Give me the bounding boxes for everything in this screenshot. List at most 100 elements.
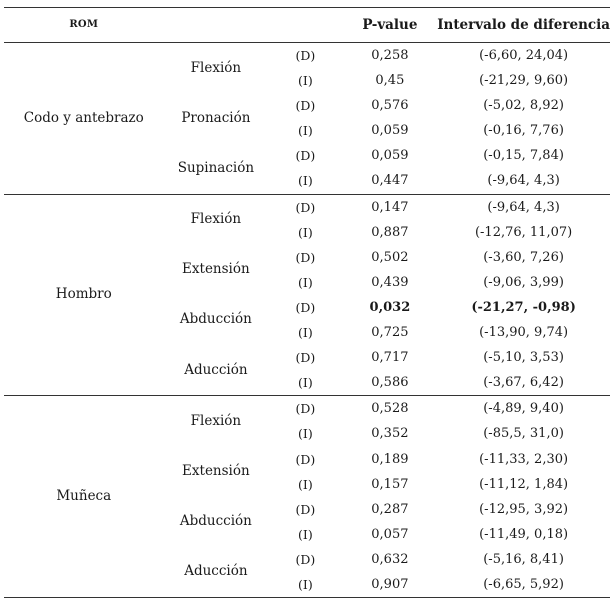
table-body: Codo y antebrazo Flexión (D) 0,258 (-6,60, 2… xyxy=(4,43,610,598)
movement-label: Extensión xyxy=(182,261,250,278)
interval-cell: (-9,64, 4,3) xyxy=(487,173,560,189)
interval-cell: (-3,60, 7,26) xyxy=(483,249,564,265)
table-row: (I) 0,157 (-11,12, 1,84) xyxy=(4,472,610,497)
interval-cell: (-13,90, 9,74) xyxy=(479,325,569,341)
p-value-cell: 0,586 xyxy=(371,375,409,391)
table-row: Aducción (D) 0,717 (-5,10, 3,53) xyxy=(4,345,610,378)
side-cell: (D) xyxy=(295,98,316,114)
p-value-cell: 0,528 xyxy=(371,401,409,417)
p-value-cell: 0,717 xyxy=(371,350,409,366)
interval-cell: (-12,76, 11,07) xyxy=(474,224,573,240)
region-label: Hombro xyxy=(55,286,112,303)
p-value-cell: 0,439 xyxy=(371,274,409,290)
movement-label: Aducción xyxy=(184,563,248,580)
table-row: (I) 0,586 (-3,67, 6,42) xyxy=(4,370,610,396)
p-value-cell: 0,258 xyxy=(371,48,409,63)
side-cell: (I) xyxy=(298,426,313,442)
interval-cell: (-6,60, 24,04) xyxy=(479,48,569,63)
header-movement xyxy=(164,8,269,43)
interval-cell: (-6,65, 5,92) xyxy=(483,576,564,592)
side-cell: (D) xyxy=(295,299,316,315)
table-row: Muñeca Flexión (D) 0,528 (-4,89, 9,40) xyxy=(4,396,610,504)
side-cell: (D) xyxy=(295,48,316,63)
table-row: Hombro Flexión (D) 0,147 (-9,64, 4,3) xyxy=(4,194,610,303)
header-interval: Intervalo de diferencia xyxy=(437,17,610,33)
interval-cell: (-9,06, 3,99) xyxy=(483,274,564,290)
side-cell: (I) xyxy=(298,123,313,139)
interval-cell: (-3,67, 6,42) xyxy=(483,375,564,391)
side-cell: (D) xyxy=(295,249,316,265)
table-row: Abducción (D) 0,032 (-21,27, -0,98) xyxy=(4,295,610,328)
side-cell: (I) xyxy=(298,274,313,290)
interval-cell: (-11,49, 0,18) xyxy=(479,526,569,542)
movement-label: Abducción xyxy=(179,513,252,530)
p-value-cell: 0,576 xyxy=(371,98,409,114)
side-cell: (D) xyxy=(295,199,316,215)
side-cell: (D) xyxy=(295,501,316,517)
p-value-cell: 0,447 xyxy=(371,173,409,189)
header-p-value: P-value xyxy=(362,17,418,33)
table-row: (I) 0,447 (-9,64, 4,3) xyxy=(4,168,610,195)
interval-cell: (-85,5, 31,0) xyxy=(483,426,564,442)
table-row: Codo y antebrazo Flexión (D) 0,258 (-6,60, 2… xyxy=(4,43,610,126)
p-value-cell: 0,352 xyxy=(371,426,409,442)
table-header-row: ROM P-value Intervalo de diferencia xyxy=(4,7,610,43)
side-cell: (D) xyxy=(295,148,316,164)
table-row: (I) 0,887 (-12,76, 11,07) xyxy=(4,220,610,245)
table-row: (I) 0,45 (-21,29, 9,60) xyxy=(4,68,610,93)
rom-results-table: ROM P-value Intervalo de diferencia Codo… xyxy=(4,7,610,598)
side-cell: (I) xyxy=(298,173,313,189)
p-value-cell: 0,287 xyxy=(371,501,409,517)
interval-cell: (-9,64, 4,3) xyxy=(487,199,560,215)
side-cell: (I) xyxy=(298,576,313,592)
movement-label: Aducción xyxy=(184,361,248,378)
region-label: Muñeca xyxy=(56,488,112,505)
region-label: Codo y antebrazo xyxy=(23,109,144,126)
movement-label: Abducción xyxy=(179,311,252,328)
p-value-cell: 0,632 xyxy=(371,551,409,567)
interval-cell: (-5,10, 3,53) xyxy=(483,350,564,366)
header-side xyxy=(268,8,342,43)
interval-cell: (-21,29, 9,60) xyxy=(479,73,569,89)
interval-cell: (-0,15, 7,84) xyxy=(483,148,564,164)
movement-label: Pronación xyxy=(181,109,251,126)
p-value-cell: 0,887 xyxy=(371,224,409,240)
table-row: (I) 0,352 (-85,5, 31,0) xyxy=(4,421,610,446)
p-value-cell: 0,189 xyxy=(371,451,409,467)
table-row: Extensión (D) 0,502 (-3,60, 7,26) xyxy=(4,245,610,278)
p-value-cell: 0,502 xyxy=(371,249,409,265)
movement-label: Flexión xyxy=(190,59,242,76)
interval-cell: (-5,16, 8,41) xyxy=(483,551,564,567)
p-value-cell: 0,032 xyxy=(369,299,411,315)
side-cell: (I) xyxy=(298,476,313,492)
p-value-cell: 0,059 xyxy=(371,123,409,139)
p-value-cell: 0,057 xyxy=(371,526,409,542)
side-cell: (I) xyxy=(298,375,313,391)
table-row: (I) 0,057 (-11,49, 0,18) xyxy=(4,522,610,547)
table-row: (I) 0,725 (-13,90, 9,74) xyxy=(4,320,610,345)
table-row: Pronación (D) 0,576 (-5,02, 8,92) xyxy=(4,93,610,126)
side-cell: (I) xyxy=(298,224,313,240)
interval-cell: (-11,12, 1,84) xyxy=(479,476,569,492)
movement-label: Supinación xyxy=(177,159,255,176)
table-row: (I) 0,439 (-9,06, 3,99) xyxy=(4,270,610,295)
interval-cell: (-12,95, 3,92) xyxy=(479,501,569,517)
side-cell: (I) xyxy=(298,325,313,341)
interval-cell: (-5,02, 8,92) xyxy=(483,98,564,114)
side-cell: (D) xyxy=(295,451,316,467)
side-cell: (D) xyxy=(295,401,316,417)
table-row: Supinación (D) 0,059 (-0,15, 7,84) xyxy=(4,143,610,176)
table-row: Extensión (D) 0,189 (-11,33, 2,30) xyxy=(4,447,610,480)
interval-cell: (-11,33, 2,30) xyxy=(479,451,569,467)
p-value-cell: 0,725 xyxy=(371,325,409,341)
interval-cell: (-4,89, 9,40) xyxy=(483,401,564,417)
p-value-cell: 0,157 xyxy=(371,476,409,492)
movement-label: Extensión xyxy=(182,463,250,480)
side-cell: (I) xyxy=(298,526,313,542)
movement-label: Flexión xyxy=(190,211,242,228)
side-cell: (D) xyxy=(295,551,316,567)
p-value-cell: 0,45 xyxy=(375,73,405,89)
header-rom: ROM xyxy=(69,19,99,30)
interval-cell: (-21,27, -0,98) xyxy=(471,299,576,315)
table-row: Aducción (D) 0,632 (-5,16, 8,41) xyxy=(4,547,610,580)
